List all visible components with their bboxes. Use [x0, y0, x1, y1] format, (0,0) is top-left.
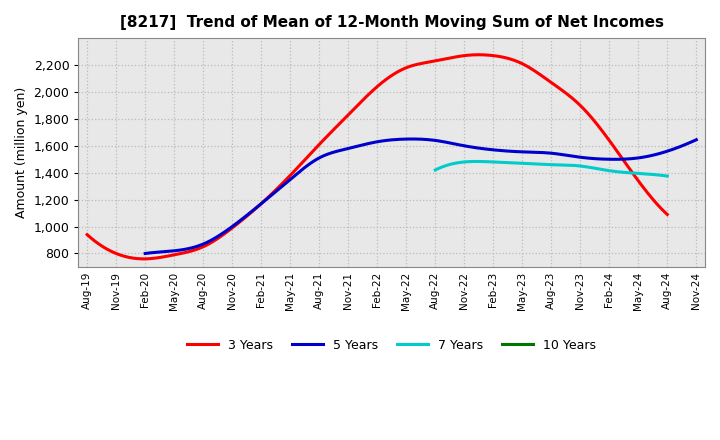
Title: [8217]  Trend of Mean of 12-Month Moving Sum of Net Incomes: [8217] Trend of Mean of 12-Month Moving … — [120, 15, 664, 30]
Legend: 3 Years, 5 Years, 7 Years, 10 Years: 3 Years, 5 Years, 7 Years, 10 Years — [182, 334, 601, 357]
Y-axis label: Amount (million yen): Amount (million yen) — [15, 87, 28, 218]
